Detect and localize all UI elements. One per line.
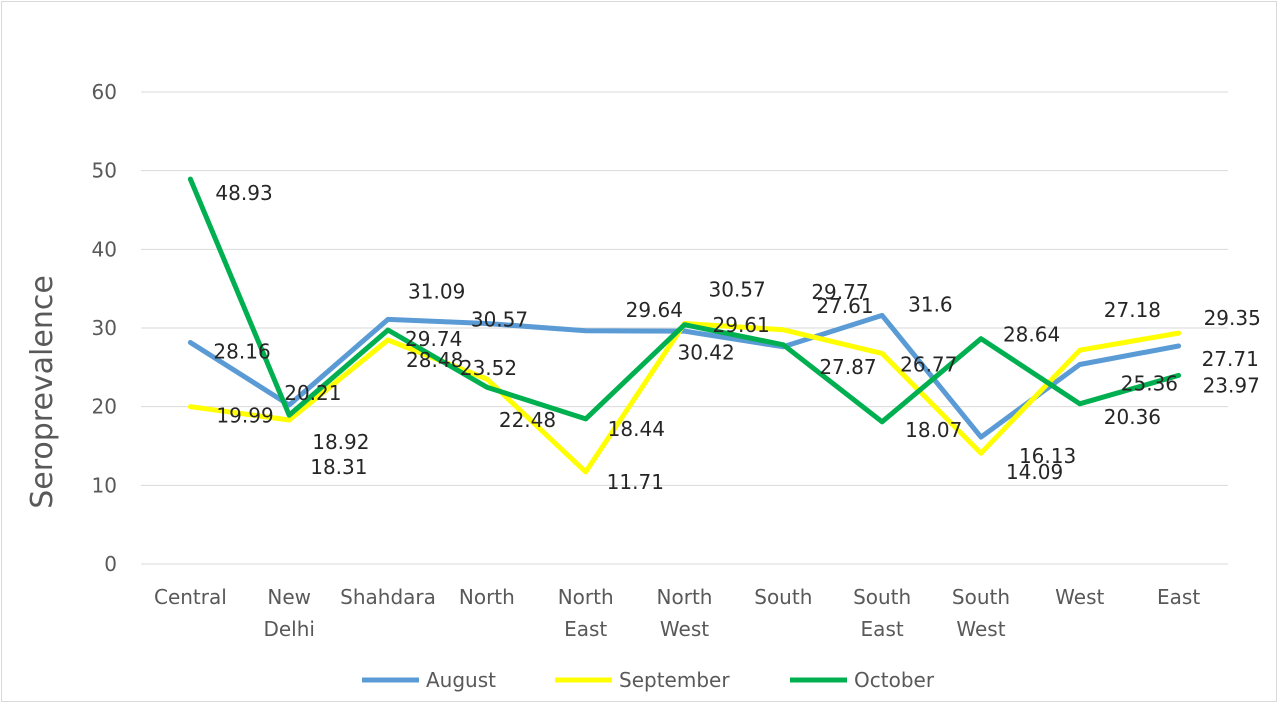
data-label-october: 18.07 xyxy=(905,418,962,442)
data-label-october: 29.74 xyxy=(405,327,462,351)
x-tick-label: Central xyxy=(154,585,227,609)
y-tick-label: 40 xyxy=(92,237,117,261)
y-tick-label: 10 xyxy=(92,473,117,497)
data-label-september: 19.99 xyxy=(216,404,273,428)
x-tick-label: Shahdara xyxy=(340,585,436,609)
legend-label: September xyxy=(619,668,730,692)
series-lines xyxy=(187,176,1182,475)
y-axis-ticks: 0 10 20 30 40 50 60 xyxy=(92,80,117,576)
data-label-september: 29.77 xyxy=(811,280,868,304)
series-line-october xyxy=(187,176,1182,425)
data-label-october: 20.36 xyxy=(1104,405,1161,429)
series-line-august xyxy=(187,312,1182,440)
data-label-august: 31.09 xyxy=(408,279,465,303)
x-tick-label: West xyxy=(1055,585,1104,609)
data-label-august: 27.71 xyxy=(1202,347,1259,371)
x-tick-label: South xyxy=(754,585,812,609)
data-label-october: 28.64 xyxy=(1003,323,1060,347)
legend-label: October xyxy=(854,668,935,692)
data-label-september: 30.57 xyxy=(709,278,766,302)
legend-item-october: October xyxy=(790,668,935,692)
data-label-september: 28.48 xyxy=(406,348,463,372)
data-label-august: 25.36 xyxy=(1121,372,1178,396)
data-label-august: 20.21 xyxy=(284,381,341,405)
data-label-september: 26.77 xyxy=(900,352,957,376)
legend-label: August xyxy=(426,668,496,692)
data-label-august: 28.16 xyxy=(213,339,270,363)
y-tick-label: 0 xyxy=(104,552,117,576)
data-label-august: 31.6 xyxy=(908,292,953,316)
data-label-september: 27.18 xyxy=(1104,298,1161,322)
x-tick-label: South West xyxy=(952,585,1010,641)
data-label-october: 30.42 xyxy=(678,341,735,365)
data-label-september: 23.52 xyxy=(460,356,517,380)
data-label-august: 16.13 xyxy=(1019,444,1076,468)
x-tick-label: East xyxy=(1157,585,1200,609)
data-label-october: 18.44 xyxy=(608,417,665,441)
y-tick-label: 20 xyxy=(92,395,117,419)
x-tick-label: North West xyxy=(657,585,713,641)
x-tick-label: North xyxy=(459,585,515,609)
data-label-october: 27.87 xyxy=(819,355,876,379)
legend-item-september: September xyxy=(555,668,730,692)
x-axis-ticks: Central New Delhi Shahdara North North East Nor… xyxy=(154,585,1200,641)
data-label-october: 22.48 xyxy=(499,408,556,432)
x-tick-label: South East xyxy=(853,585,911,641)
gridlines xyxy=(141,91,1228,565)
data-label-october: 23.97 xyxy=(1203,373,1260,397)
x-tick-label: New Delhi xyxy=(263,585,315,641)
y-tick-label: 30 xyxy=(92,316,117,340)
data-label-august: 29.64 xyxy=(626,298,683,322)
y-axis-label: Seroprevalence xyxy=(25,275,60,509)
data-label-september: 14.09 xyxy=(1006,460,1063,484)
data-label-august: 30.57 xyxy=(471,308,528,332)
data-label-september: 11.71 xyxy=(607,470,664,494)
x-tick-label: North East xyxy=(558,585,614,641)
data-label-october: 18.92 xyxy=(312,430,369,454)
data-label-september: 29.35 xyxy=(1204,306,1261,330)
y-tick-label: 60 xyxy=(92,80,117,104)
data-label-august: 29.61 xyxy=(713,313,770,337)
data-label-august: 27.61 xyxy=(816,294,873,318)
y-tick-label: 50 xyxy=(92,159,117,183)
data-label-october: 48.93 xyxy=(215,181,272,205)
legend-item-august: August xyxy=(362,668,496,692)
data-label-september: 18.31 xyxy=(310,455,367,479)
legend: August September October xyxy=(362,668,935,692)
